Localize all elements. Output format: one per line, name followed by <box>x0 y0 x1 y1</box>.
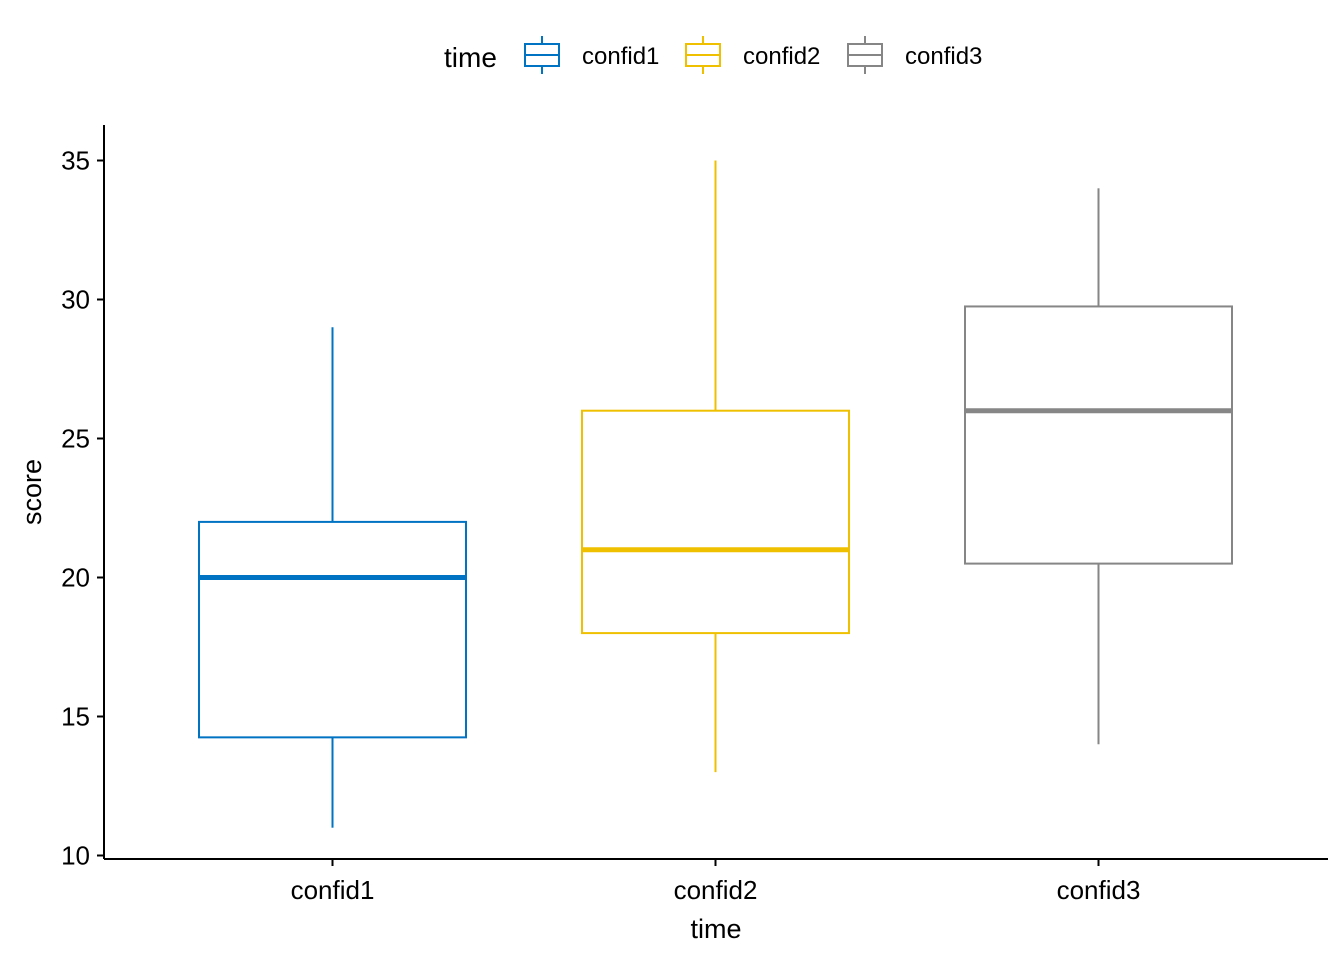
box-confid3 <box>964 188 1233 745</box>
legend-item-confid3: confid3 <box>847 36 982 74</box>
y-axis-ticks: 10 15 20 25 30 35 <box>61 146 104 871</box>
x-tick-label: confid2 <box>674 875 758 905</box>
x-axis-ticks: confid1 confid2 confid3 <box>291 859 1141 905</box>
boxes-layer <box>198 160 1233 828</box>
box-iqr <box>964 305 1233 565</box>
legend-title: time <box>444 42 497 73</box>
legend: time confid1 confid2 confid3 <box>444 36 982 74</box>
y-axis-title: score <box>17 459 47 525</box>
y-tick-label: 30 <box>61 285 90 315</box>
legend-items: confid1 confid2 confid3 <box>524 36 982 74</box>
y-tick-label: 35 <box>61 146 90 176</box>
legend-item-confid1: confid1 <box>524 36 659 74</box>
x-tick-label: confid3 <box>1057 875 1141 905</box>
legend-key <box>524 36 560 74</box>
x-axis-title: time <box>690 914 741 944</box>
legend-label: confid3 <box>905 43 982 70</box>
box-confid2 <box>581 160 850 773</box>
legend-label: confid2 <box>743 43 820 70</box>
y-tick-label: 15 <box>61 702 90 732</box>
y-tick-label: 20 <box>61 563 90 593</box>
y-tick-label: 25 <box>61 424 90 454</box>
legend-key <box>685 36 721 74</box>
box-iqr <box>198 520 467 739</box>
y-tick-label: 10 <box>61 841 90 871</box>
legend-key <box>847 36 883 74</box>
x-tick-label: confid1 <box>291 875 375 905</box>
legend-label: confid1 <box>582 43 659 70</box>
box-confid1 <box>198 327 467 828</box>
legend-item-confid2: confid2 <box>685 36 820 74</box>
box-iqr <box>581 409 850 635</box>
